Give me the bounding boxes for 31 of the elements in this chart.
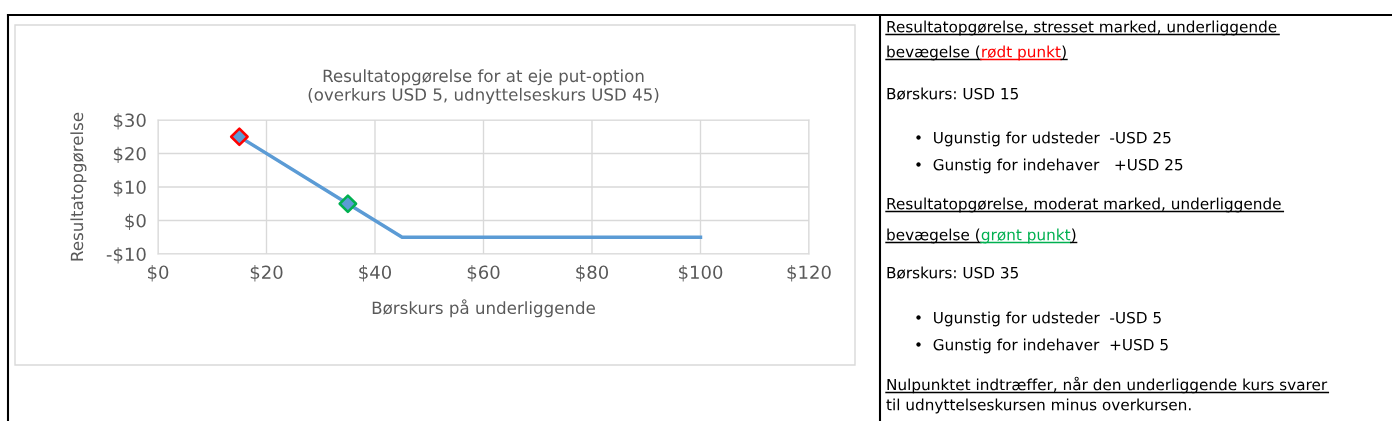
x-tick-label: $40 [359, 265, 392, 282]
x-tick-label: $80 [576, 265, 609, 282]
text: ) [1062, 45, 1066, 60]
text: bevægelse ( [887, 228, 980, 244]
y-tick-label: $30 [113, 113, 146, 130]
y-tick-label: -$10 [106, 247, 146, 264]
x-tick-label: $20 [250, 265, 283, 282]
text: Resultatopgørelse, stresset marked, underliggende [887, 20, 1277, 36]
text: ) [1071, 228, 1076, 243]
text: • Gunstig for indehaver +USD 5 [916, 338, 1168, 354]
text: • Ugunstig for udsteder -USD 25 [916, 131, 1171, 147]
text: Børskurs: USD 15 [887, 87, 1018, 100]
x-tick-label: $100 [679, 265, 723, 282]
y-tick-label: $20 [113, 146, 146, 164]
x-axis-title: Børskurs på underliggende [372, 299, 595, 318]
text: til udnyttelseskursen minus overkursen. [886, 398, 1191, 414]
y-tick-label: $10 [113, 180, 146, 197]
text: rødt punkt [982, 45, 1061, 61]
y-tick-label: $0 [125, 213, 146, 231]
x-tick-label: $60 [467, 265, 500, 282]
text: Nulpunktet indtræffer, når den underliggende kurs svarer [887, 376, 1328, 394]
text: bevægelse ( [887, 45, 980, 61]
text: grønt punkt [981, 228, 1071, 244]
text: Børskurs: USD 35 [887, 266, 1018, 279]
y-axis-title: Resultatopgørelse [70, 112, 87, 261]
x-tick-label: $0 [148, 265, 169, 282]
x-tick-label: $120 [787, 265, 831, 282]
text: Resultatopgørelse, moderat marked, underliggende [887, 197, 1281, 213]
chart-title: Resultatopgørelse for at eje put-option (overkurs USD 5, udnyttelseskurs USD 45) [308, 69, 659, 105]
text: • Gunstig for indehaver +USD 25 [916, 158, 1183, 174]
text: • Ugunstig for udsteder -USD 5 [916, 311, 1161, 327]
